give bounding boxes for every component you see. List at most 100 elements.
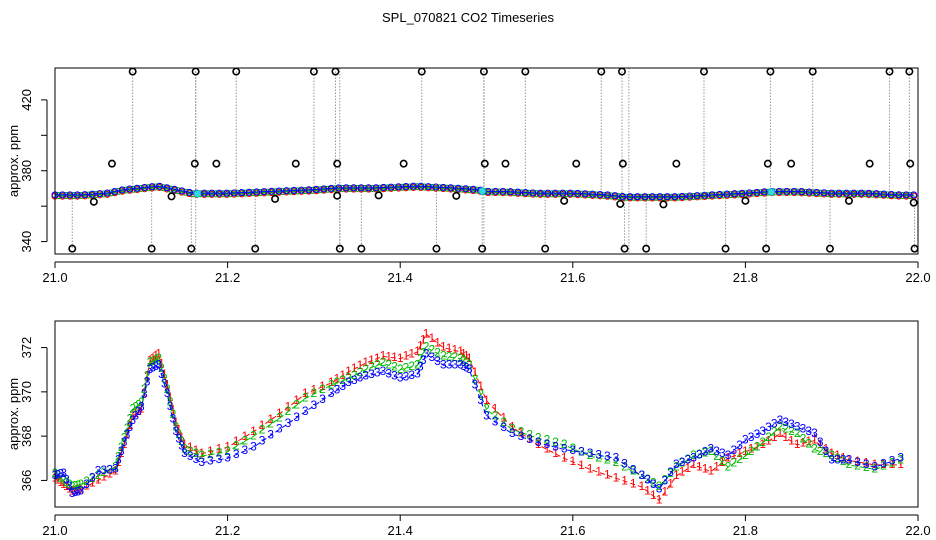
figure-title: SPL_070821 CO2 Timeseries <box>382 10 554 25</box>
bottom-series-1-point: 1 <box>828 446 835 460</box>
top-panel: 21.0 21.2 21.4 21.6 21.8 22.0 340 380 420 approx… <box>6 67 931 285</box>
bottom-series-2-point: 2 <box>561 437 568 451</box>
bottom-series-1-point: 1 <box>777 426 784 440</box>
bottom-series-1-point: 1 <box>129 408 136 422</box>
bottom-series-2-point: 2 <box>420 346 427 360</box>
bottom-series-3-point: 3 <box>115 453 122 467</box>
top-series-2-point <box>226 190 235 198</box>
top-series-3-point <box>238 189 246 197</box>
bottom-x-tick-label: 21.2 <box>215 523 240 538</box>
top-series-3-point <box>910 191 918 199</box>
bottom-series-1-point: 1 <box>518 425 525 439</box>
top-mid-outlier <box>865 159 874 168</box>
bottom-series-3-point: 3 <box>446 357 453 371</box>
bottom-series-2-point: 2 <box>828 448 835 462</box>
top-low-outlier <box>478 244 487 253</box>
top-x-tick-label: 21.4 <box>388 270 413 285</box>
bottom-series-2-point: 2 <box>276 411 283 425</box>
top-series-2-point <box>547 190 556 198</box>
bottom-series-1-point: 1 <box>207 444 214 458</box>
top-series-3-point <box>245 188 253 196</box>
bottom-series-1-point: 1 <box>224 439 231 453</box>
top-series-3-point <box>394 183 403 191</box>
bottom-series-2-point: 2 <box>771 425 778 439</box>
bottom-series-3-point: 3 <box>428 350 435 364</box>
bottom-series-3-point: 3 <box>719 446 726 460</box>
top-series-3-point <box>551 189 559 197</box>
bottom-series-3-point: 3 <box>224 450 231 464</box>
top-series-3-point <box>447 184 455 192</box>
bottom-series-2-point: 2 <box>500 415 507 429</box>
bottom-series-1-point: 1 <box>187 440 194 454</box>
bottom-x-tick-label: 21.4 <box>388 523 413 538</box>
bottom-series-3-point: 3 <box>216 452 223 466</box>
bottom-plot-frame <box>54 320 919 508</box>
bottom-series-3-point: 3 <box>339 379 346 393</box>
bottom-series-2-point: 2 <box>434 346 441 360</box>
top-series-3-point <box>454 184 462 192</box>
bottom-series-2-point: 2 <box>60 473 67 487</box>
bottom-series-3-point: 3 <box>846 453 853 467</box>
bottom-series-3-point: 3 <box>138 400 145 414</box>
bottom-series-3-point: 3 <box>118 444 125 458</box>
bottom-series-1-point: 1 <box>302 386 309 400</box>
top-series-3-point <box>813 188 821 196</box>
top-series-3-point <box>469 185 477 193</box>
top-highlight-point <box>767 188 776 196</box>
bottom-series-1-point: 1 <box>124 428 131 442</box>
top-series-3-point <box>544 189 552 197</box>
top-series-2-point <box>630 193 638 201</box>
top-series-3-point <box>805 188 813 196</box>
bottom-series-1-point: 1 <box>854 454 861 468</box>
bottom-series-2-point: 2 <box>673 459 680 473</box>
bottom-series-3-point: 3 <box>552 439 559 453</box>
bottom-series-1-point: 1 <box>357 358 364 372</box>
top-series-3-point <box>118 186 126 194</box>
bottom-series-2-point: 2 <box>302 391 309 405</box>
top-series-3-point <box>775 187 783 195</box>
bottom-series-2-point: 2 <box>187 444 194 458</box>
bottom-series-2-point: 2 <box>403 360 410 374</box>
bottom-series-3-point: 3 <box>167 399 174 413</box>
bottom-series-1-point: 1 <box>172 415 179 429</box>
bottom-series-2-point: 2 <box>811 442 818 456</box>
bottom-series-3-point: 3 <box>121 435 128 449</box>
bottom-series-3-point: 3 <box>452 357 459 371</box>
top-series-3-point <box>648 193 656 201</box>
bottom-series-2-point: 2 <box>368 360 375 374</box>
bottom-series-3-point: 3 <box>621 456 628 470</box>
bottom-series-2-point: 2 <box>391 360 398 374</box>
top-series-3-point <box>529 189 537 197</box>
bottom-series-2-point: 2 <box>334 375 341 389</box>
bottom-series-1-point: 1 <box>500 411 507 425</box>
top-series-3-point <box>902 191 910 199</box>
bottom-series-3-point: 3 <box>650 477 657 491</box>
bottom-y-axis-label: approx. ppm <box>6 378 21 450</box>
bottom-series-2-point: 2 <box>170 407 177 421</box>
top-series-3-point <box>895 191 903 199</box>
bottom-series-2-point: 2 <box>66 477 73 491</box>
bottom-series-1-point: 1 <box>164 377 171 391</box>
bottom-series-1-point: 1 <box>805 434 812 448</box>
bottom-series-2-point: 2 <box>788 424 795 438</box>
top-y-tick-label: 340 <box>19 231 34 253</box>
top-series-3-point <box>402 182 410 191</box>
top-series-3-point <box>200 189 208 197</box>
bottom-series-2-point: 2 <box>765 430 772 444</box>
bottom-series-3-point: 3 <box>89 470 96 484</box>
top-series-2-point <box>659 193 668 201</box>
bottom-series-3-point: 3 <box>63 473 70 487</box>
bottom-series-1-point: 1 <box>679 464 686 478</box>
top-series-3-point <box>96 190 104 198</box>
bottom-series-3-point: 3 <box>57 467 64 481</box>
bottom-series-1-point: 1 <box>57 475 64 489</box>
bottom-series-3-point: 3 <box>587 446 594 460</box>
bottom-series-3-point: 3 <box>374 366 381 380</box>
top-highlight-point <box>478 187 487 196</box>
bottom-series-3-point: 3 <box>679 455 686 469</box>
bottom-series-3-point: 3 <box>293 410 300 424</box>
bottom-series-1-point: 1 <box>765 433 772 447</box>
bottom-series-3-point: 3 <box>66 479 73 493</box>
bottom-series-1-point: 1 <box>492 402 499 416</box>
